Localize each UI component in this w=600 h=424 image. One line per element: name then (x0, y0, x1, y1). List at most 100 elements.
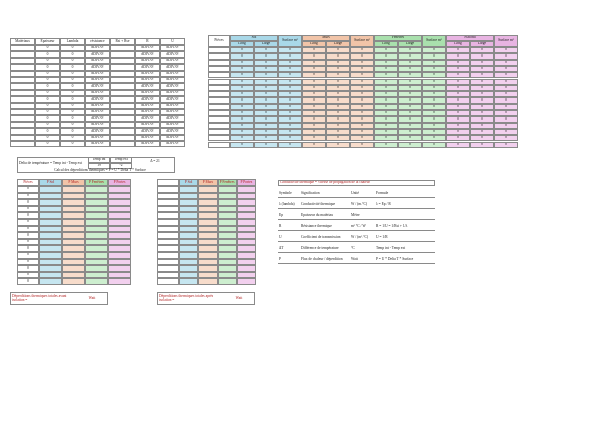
table-cell: 0 (254, 97, 278, 104)
table-cell (198, 199, 218, 206)
table-cell (10, 109, 35, 116)
definition-cell: Unité (351, 190, 359, 195)
table-cell (208, 141, 230, 148)
table-cell: #DIV/0! (85, 128, 110, 135)
table-cell: 0 (494, 97, 518, 104)
total-unit: Watt (88, 296, 96, 300)
table-cell (10, 77, 35, 84)
total-label: Déperditions thermiques totales avant is… (12, 293, 67, 302)
table-cell: 0 (374, 110, 398, 117)
table-cell: 0 (398, 141, 422, 148)
table-cell (85, 258, 108, 266)
table-cell: 0 (326, 122, 350, 129)
table-cell (85, 199, 108, 206)
table-cell: 0 (60, 109, 85, 116)
table-cell: #DIV/0! (135, 64, 160, 71)
table-cell: #DIV/0! (135, 141, 160, 148)
table-cell (236, 271, 256, 279)
table-cell: 0 (302, 122, 326, 129)
table-cell: 0 (350, 84, 374, 92)
label: Delta de température = Temp int - Temp e… (19, 161, 83, 166)
definition-cell: Epaisseur du matériau (301, 212, 333, 217)
table-cell: #DIV/0! (85, 89, 110, 97)
table-cell (108, 212, 131, 219)
table-cell: 0 (350, 135, 374, 142)
table-cell: 0 (35, 64, 60, 71)
table-cell: #DIV/0! (85, 51, 110, 58)
table-cell: 0 (470, 128, 494, 136)
table-cell (198, 212, 218, 219)
column-header: Large (254, 41, 278, 47)
table-cell (62, 199, 85, 206)
row-rule (278, 219, 435, 220)
table-cell (39, 225, 62, 233)
table-cell (85, 192, 108, 200)
column-header: P Sol (179, 179, 199, 186)
table-cell: 0 (422, 116, 446, 123)
table-cell: 0 (302, 128, 326, 136)
table-cell (157, 245, 179, 252)
table-cell (10, 70, 35, 77)
table-cell (39, 219, 62, 226)
table-cell (108, 186, 131, 193)
table-cell (110, 134, 135, 141)
table-cell: 0 (446, 59, 470, 66)
table-cell: 0 (446, 97, 470, 104)
table-cell (208, 47, 230, 54)
table-cell: 0 (278, 116, 302, 123)
table-cell (179, 271, 199, 279)
table-cell: 0 (302, 47, 326, 54)
table-cell (217, 252, 237, 259)
table-cell: 0 (278, 110, 302, 117)
table-cell (179, 278, 199, 285)
table-cell (236, 205, 256, 213)
table-cell (110, 57, 135, 65)
column-header: P Murs (198, 179, 218, 186)
table-cell (179, 199, 199, 206)
table-cell: 0 (398, 65, 422, 73)
table-cell: #DIV/0! (85, 70, 110, 77)
column-header: Large (398, 41, 422, 47)
table-cell: 0 (35, 115, 60, 122)
table-cell: 0 (446, 122, 470, 129)
table-cell (10, 141, 35, 148)
table-cell (179, 219, 199, 226)
table-cell (62, 278, 85, 285)
definition-cell: P = U * Delta T * Surface (376, 256, 414, 261)
table-cell (110, 77, 135, 84)
table-cell: 0 (302, 135, 326, 142)
table-cell: 0 (35, 45, 60, 52)
table-cell: 0 (350, 128, 374, 136)
table-cell (39, 205, 62, 213)
table-cell: 0 (60, 64, 85, 71)
table-cell (85, 219, 108, 226)
table-cell (10, 121, 35, 129)
table-cell: #DIV/0! (85, 121, 110, 129)
table-cell (39, 186, 62, 193)
table-cell (62, 225, 85, 233)
value: 19 (88, 163, 110, 169)
table-cell (217, 205, 237, 213)
table-cell (110, 141, 135, 148)
table-cell: 0 (494, 47, 518, 54)
table-cell: 0 (398, 103, 422, 110)
definition-cell: U (279, 234, 282, 239)
table-cell (108, 258, 131, 266)
table-cell: 0 (278, 103, 302, 110)
table-cell (85, 205, 108, 213)
table-cell (157, 265, 179, 272)
table-cell: 0 (302, 103, 326, 110)
table-cell: 0 (422, 122, 446, 129)
table-cell (217, 245, 237, 252)
table-cell: 0 (350, 59, 374, 66)
table-cell: 0 (350, 65, 374, 73)
column-header: Epaisseur (35, 38, 60, 45)
table-cell (10, 51, 35, 58)
table-cell: 0 (35, 121, 60, 129)
table-cell (198, 278, 218, 285)
table-cell: 0 (278, 47, 302, 54)
table-cell (217, 232, 237, 239)
table-cell (108, 225, 131, 233)
table-cell: 0 (278, 128, 302, 136)
definition-cell: W / (m.°C) (351, 201, 368, 206)
